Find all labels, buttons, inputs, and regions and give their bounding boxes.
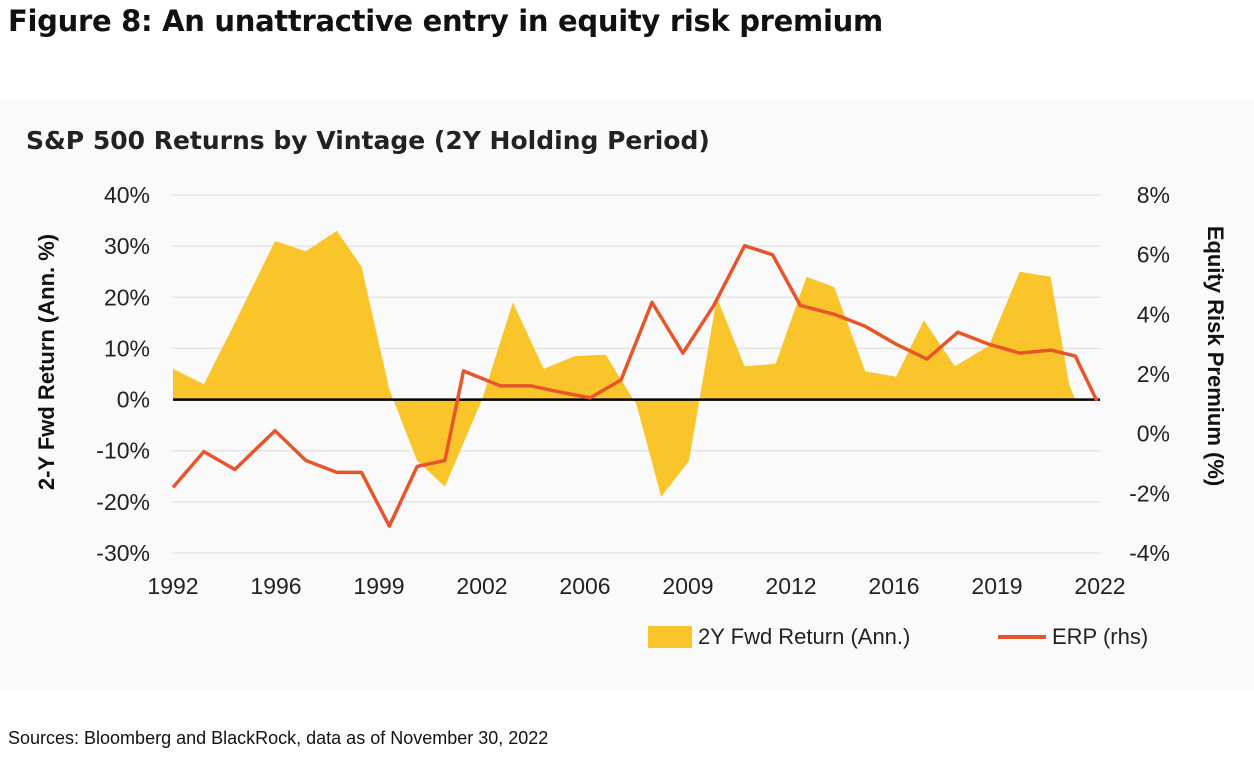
source-note: Sources: Bloomberg and BlackRock, data a… xyxy=(8,728,549,748)
left-axis-label: 2-Y Fwd Return (Ann. %) xyxy=(34,234,59,490)
left-tick-label: -10% xyxy=(96,438,150,464)
x-tick-label: 2009 xyxy=(662,573,713,599)
x-tick-label: 1992 xyxy=(147,573,198,599)
return-area-series xyxy=(173,230,1076,497)
left-tick-label: 20% xyxy=(104,284,150,310)
x-tick-label: 1999 xyxy=(353,573,404,599)
legend-label-return: 2Y Fwd Return (Ann.) xyxy=(698,624,911,649)
legend-swatch-area xyxy=(648,626,692,648)
right-axis-label: Equity Risk Premium (%) xyxy=(1203,226,1228,486)
left-axis-ticks: 40% 30% 20% 10% 0% -10% -20% -30% xyxy=(96,182,150,566)
figure-title: Figure 8: An unattractive entry in equit… xyxy=(8,4,883,38)
right-tick-label: 4% xyxy=(1137,301,1170,327)
legend-item-erp: ERP (rhs) xyxy=(998,624,1148,650)
left-tick-label: 30% xyxy=(104,233,150,259)
x-tick-label: 2019 xyxy=(971,573,1022,599)
left-tick-label: -20% xyxy=(96,489,150,515)
x-tick-label: 2022 xyxy=(1074,573,1125,599)
left-tick-label: -30% xyxy=(96,540,150,566)
right-axis-ticks: 8% 6% 4% 2% 0% -2% -4% xyxy=(1129,182,1170,566)
left-tick-label: 40% xyxy=(104,182,150,208)
erp-line xyxy=(171,243,1099,528)
erp-line-series xyxy=(171,243,1099,528)
x-tick-label: 2016 xyxy=(868,573,919,599)
right-tick-label: 6% xyxy=(1137,242,1170,268)
left-tick-label: 10% xyxy=(104,335,150,361)
right-tick-label: -2% xyxy=(1129,480,1170,506)
x-tick-label: 2006 xyxy=(559,573,610,599)
return-area xyxy=(173,230,1076,497)
x-tick-label: 1996 xyxy=(250,573,301,599)
right-tick-label: -4% xyxy=(1129,540,1170,566)
right-tick-label: 8% xyxy=(1137,182,1170,208)
x-axis-ticks: 1992 1996 1999 2002 2006 2009 2012 2016 2019 2022 xyxy=(147,573,1125,599)
x-tick-label: 2002 xyxy=(456,573,507,599)
x-tick-label: 2012 xyxy=(765,573,816,599)
legend-label-erp: ERP (rhs) xyxy=(1052,624,1149,649)
right-tick-label: 2% xyxy=(1137,361,1170,387)
chart-title: S&P 500 Returns by Vintage (2Y Holding P… xyxy=(26,126,710,155)
left-tick-label: 0% xyxy=(117,387,150,413)
legend-item-return: 2Y Fwd Return (Ann.) xyxy=(648,624,910,650)
right-tick-label: 0% xyxy=(1137,421,1170,447)
legend-swatch-line xyxy=(998,635,1046,639)
